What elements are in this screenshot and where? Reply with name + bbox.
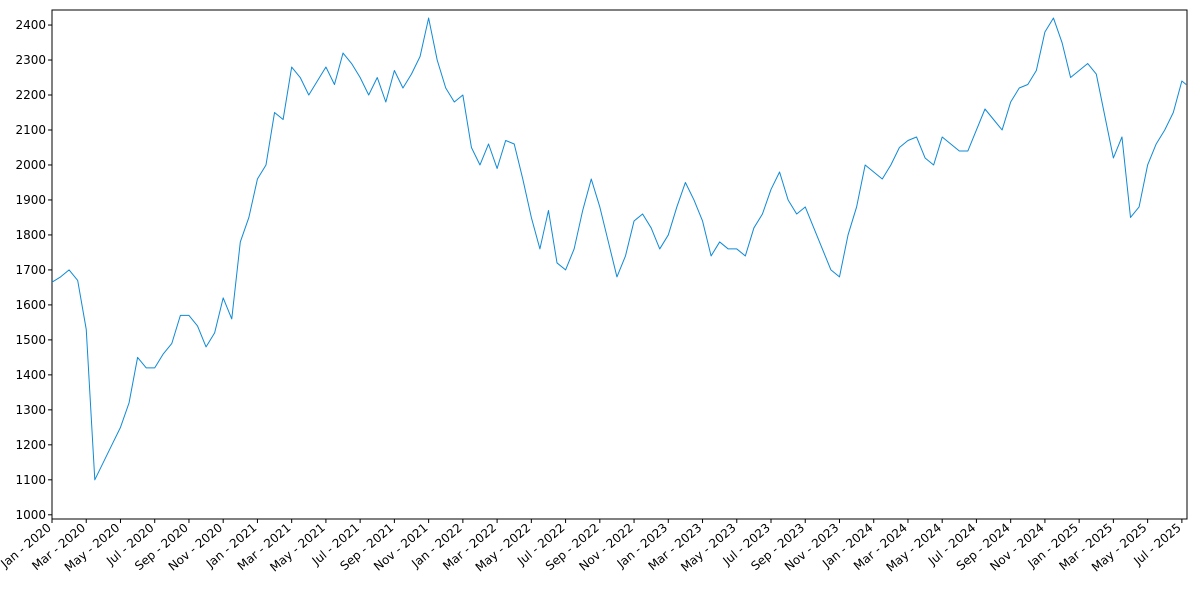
y-tick-label: 1800 (15, 228, 46, 242)
y-tick-label: 1300 (15, 403, 46, 417)
y-tick-label: 1700 (15, 263, 46, 277)
y-tick-label: 1500 (15, 333, 46, 347)
price-line (51, 17, 1187, 481)
plot-frame (51, 9, 1188, 520)
y-tick-label: 1000 (15, 508, 46, 522)
y-tick-label: 2100 (15, 123, 46, 137)
y-tick-label: 2000 (15, 158, 46, 172)
y-tick-label: 1200 (15, 438, 46, 452)
y-tick-label: 2300 (15, 53, 46, 67)
y-tick-label: 1900 (15, 193, 46, 207)
y-tick-label: 1100 (15, 473, 46, 487)
y-tick-label: 2400 (15, 18, 46, 32)
y-tick-label: 1400 (15, 368, 46, 382)
y-tick-label: 2200 (15, 88, 46, 102)
y-tick-label: 1600 (15, 298, 46, 312)
